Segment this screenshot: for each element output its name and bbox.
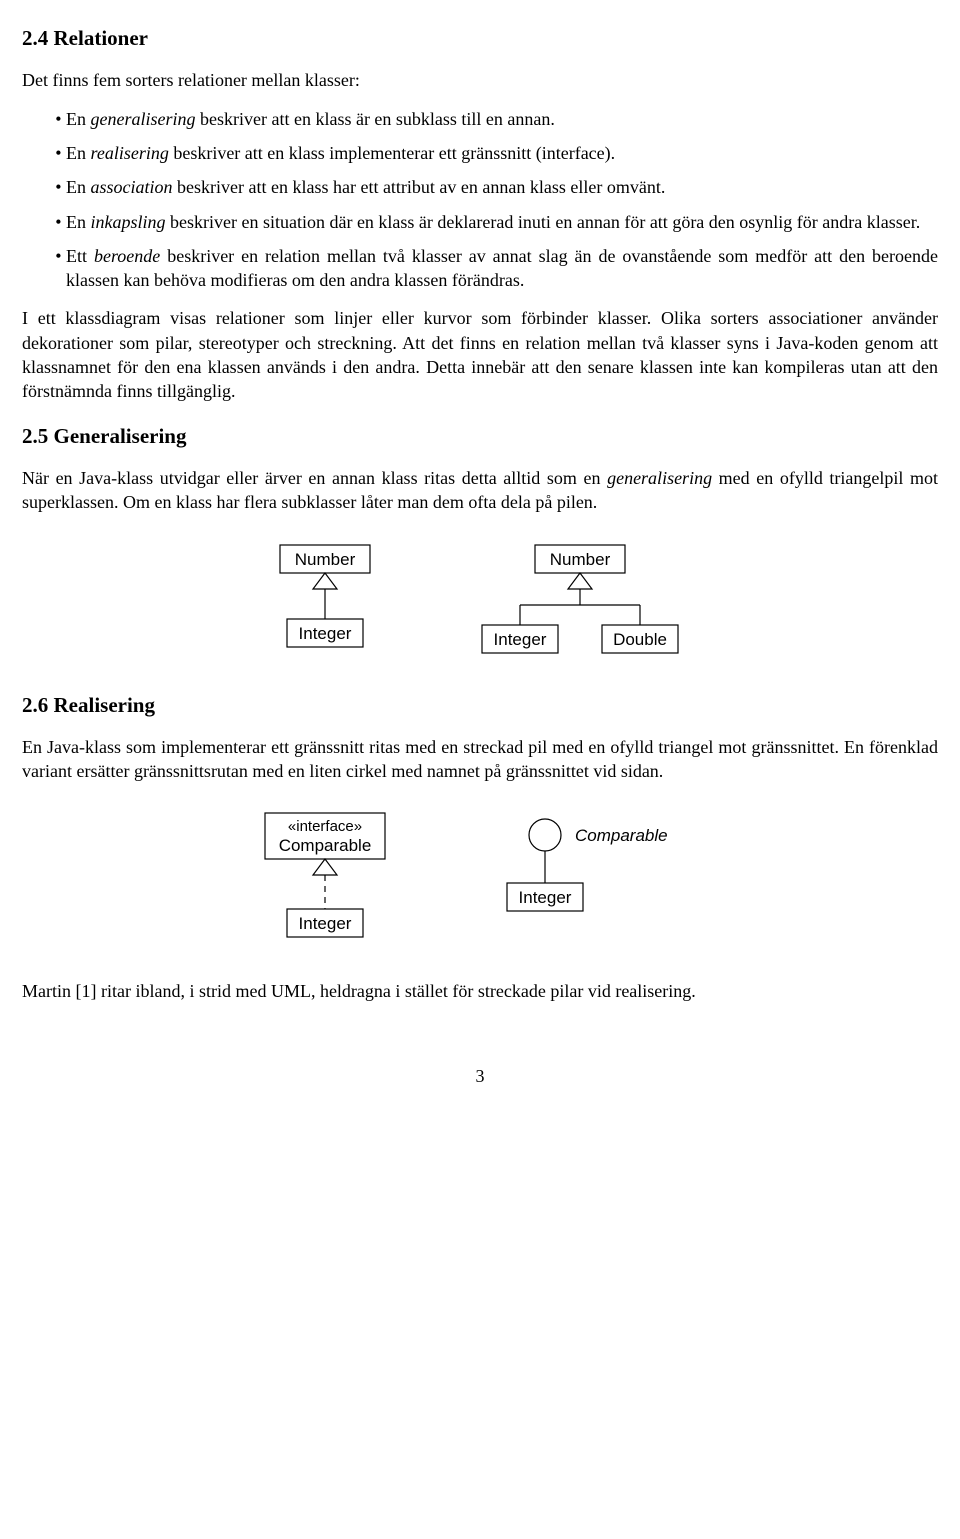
list-item: En realisering beskriver att en klass im… (66, 141, 938, 165)
uml-parent-label: Number (295, 550, 356, 569)
li-pre: En (66, 143, 91, 163)
diagram-real-lollipop: Comparable Integer (485, 811, 715, 951)
li-post: beskriver en relation mellan två klasser… (66, 246, 938, 290)
para-2-4: I ett klassdiagram visas relationer som … (22, 306, 938, 403)
generalisation-diagrams: Number Integer Number Integer (22, 543, 938, 663)
uml-parent-label: Number (550, 550, 611, 569)
list-item: En association beskriver att en klass ha… (66, 175, 938, 199)
diagram-gen-shared: Number Integer Double (465, 543, 695, 663)
li-term: beroende (94, 246, 160, 266)
realisation-diagrams: «interface» Comparable Integer Comparabl… (22, 811, 938, 951)
footnote-2-6: Martin [1] ritar ibland, i strid med UML… (22, 979, 938, 1003)
li-term: realisering (91, 143, 169, 163)
li-term: association (91, 177, 173, 197)
uml-lollipop-child: Integer (519, 888, 572, 907)
heading-2-5: 2.5 Generalisering (22, 422, 938, 450)
diagram-real-box: «interface» Comparable Integer (245, 811, 405, 951)
li-post: beskriver att en klass implementerar ett… (169, 143, 615, 163)
heading-2-6: 2.6 Realisering (22, 691, 938, 719)
li-pre: Ett (66, 246, 94, 266)
p25-pre: När en Java-klass utvidgar eller ärver e… (22, 468, 607, 488)
li-pre: En (66, 109, 91, 129)
page-number: 3 (22, 1064, 938, 1088)
uml-stereotype: «interface» (288, 818, 362, 835)
p25-term: generalisering (607, 468, 712, 488)
li-pre: En (66, 212, 91, 232)
para-2-5: När en Java-klass utvidgar eller ärver e… (22, 466, 938, 515)
li-post: beskriver att en klass är en subklass ti… (196, 109, 555, 129)
uml-interface-name: Comparable (279, 836, 372, 855)
list-item: En generalisering beskriver att en klass… (66, 107, 938, 131)
list-item: En inkapsling beskriver en situation där… (66, 210, 938, 234)
diagram-gen-single: Number Integer (265, 543, 385, 663)
li-pre: En (66, 177, 91, 197)
li-post: beskriver att en klass har ett attribut … (173, 177, 666, 197)
relation-list: En generalisering beskriver att en klass… (22, 107, 938, 293)
uml-child-label: Integer (299, 624, 352, 643)
li-term: inkapsling (91, 212, 166, 232)
uml-child1-label: Integer (494, 630, 547, 649)
uml-real-child: Integer (299, 914, 352, 933)
uml-child2-label: Double (613, 630, 667, 649)
li-term: generalisering (91, 109, 196, 129)
uml-lollipop-label: Comparable (575, 826, 668, 845)
list-item: Ett beroende beskriver en relation mella… (66, 244, 938, 293)
li-post: beskriver en situation där en klass är d… (166, 212, 921, 232)
heading-2-4: 2.4 Relationer (22, 24, 938, 52)
para-2-6: En Java-klass som implementerar ett grän… (22, 735, 938, 784)
intro-2-4: Det finns fem sorters relationer mellan … (22, 68, 938, 92)
